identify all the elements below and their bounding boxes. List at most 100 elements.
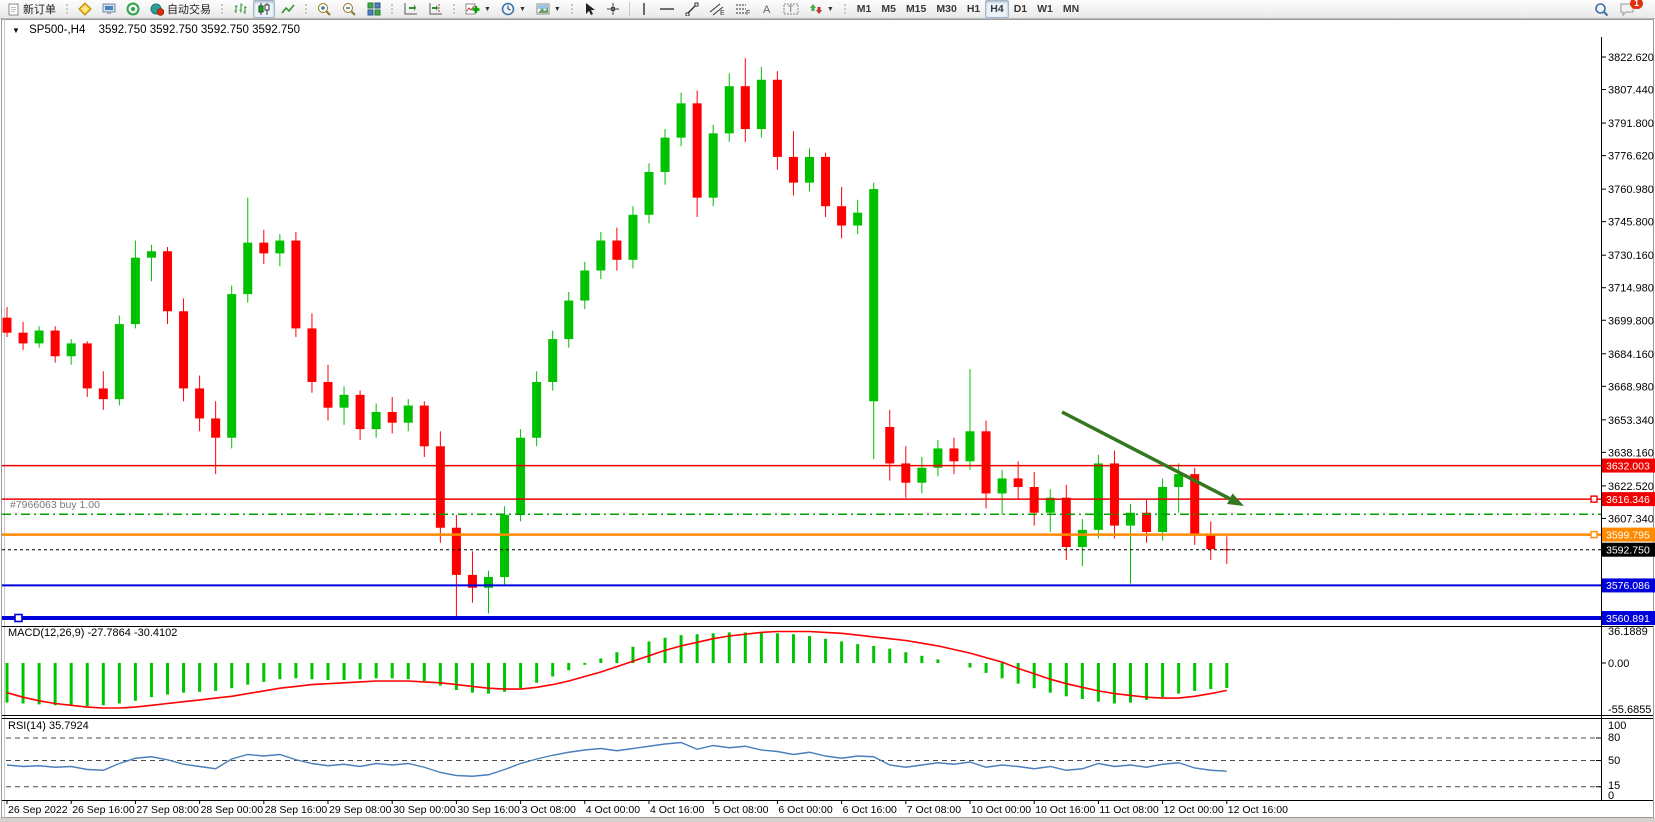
zoom-out-icon — [342, 2, 357, 16]
indicators-icon — [465, 2, 480, 16]
price-badge — [1602, 542, 1655, 557]
price-badge — [1602, 492, 1655, 507]
chart-menu-triangle-icon[interactable]: ▼ — [12, 26, 20, 35]
periods-button[interactable]: ▼ — [497, 0, 530, 18]
timeframe-M15[interactable]: M15 — [905, 3, 927, 15]
price-badge — [1602, 527, 1655, 542]
price-tick-label: 3822.620 — [1608, 52, 1654, 64]
timeframe-D1[interactable]: D1 — [1013, 3, 1028, 15]
bull-candle — [644, 171, 654, 215]
time-label: 28 Sep 00:00 — [201, 804, 264, 816]
bull-candle — [500, 514, 510, 578]
macd-indicator-label: MACD(12,26,9) -27.7864 -30.4102 — [8, 627, 178, 639]
indicators-button[interactable]: ▼ — [461, 0, 495, 18]
fibonacci-button[interactable]: F — [731, 0, 755, 18]
text-button[interactable]: A — [757, 0, 777, 18]
trendline-button[interactable] — [681, 0, 703, 18]
bear-candle — [467, 574, 477, 588]
zoom-out-button[interactable] — [338, 0, 361, 18]
timeframe-M30[interactable]: M30 — [936, 3, 957, 15]
auto-trading-icon — [150, 2, 164, 16]
price-tick-label: 3607.340 — [1608, 513, 1654, 525]
bull-candle — [869, 189, 879, 402]
resistance-line-2-handle[interactable] — [1590, 495, 1598, 503]
timeframe-M5[interactable]: M5 — [881, 3, 896, 15]
timeframe-M1[interactable]: M1 — [856, 3, 872, 15]
toolbar-handle — [390, 2, 394, 16]
price-tick-label: 3668.980 — [1608, 381, 1654, 393]
auto-scroll-button[interactable] — [399, 0, 422, 18]
search-icon — [1594, 2, 1609, 17]
text-label-icon: T — [783, 2, 799, 16]
time-label: 12 Oct 00:00 — [1164, 804, 1224, 816]
bear-candle — [1206, 534, 1216, 550]
price-axis[interactable]: 3632.003 3616.346 3599.795 3592.750 3576.086… — [1601, 37, 1655, 800]
price-badge-value: 3616.346 — [1606, 494, 1650, 506]
time-axis[interactable]: 26 Sep 2022 26 Sep 16:00 27 Sep 08:00 28 Se… — [6, 800, 1288, 816]
time-label: 6 Oct 16:00 — [843, 804, 897, 816]
templates-button[interactable]: ▼ — [532, 0, 565, 18]
chat-button[interactable]: 1 — [1615, 0, 1643, 18]
support-line-2-handle[interactable] — [14, 613, 23, 623]
toolbar-handle — [569, 2, 574, 16]
stop-line-handle[interactable] — [1590, 530, 1598, 539]
bull-candle — [243, 242, 253, 295]
candlestick-type-button[interactable] — [253, 0, 275, 18]
new-order-button[interactable]: 新订单 — [4, 0, 60, 18]
price-badge — [1602, 610, 1655, 625]
time-label: 5 Oct 08:00 — [714, 804, 768, 816]
trendline-icon — [685, 2, 699, 16]
line-chart-type-button[interactable] — [277, 0, 299, 18]
bear-candle — [612, 240, 622, 260]
shapes-button[interactable]: ▼ — [805, 0, 838, 18]
bull-candle — [1077, 529, 1087, 548]
bull-candle — [275, 240, 285, 254]
text-label-button[interactable]: T — [779, 0, 803, 18]
auto-trading-button[interactable]: 自动交易 — [146, 0, 215, 18]
timeframe-H1[interactable]: H1 — [966, 3, 981, 15]
horizontal-line-button[interactable] — [655, 0, 679, 18]
bull-candle — [130, 257, 140, 325]
chart-shift-button[interactable] — [424, 0, 447, 18]
bull-candle — [66, 343, 76, 357]
chart-header[interactable]: ▼ SP500-,H4 3592.750 3592.750 3592.750 3… — [12, 24, 300, 36]
tile-windows-button[interactable] — [363, 0, 385, 18]
bear-candle — [740, 86, 750, 130]
trend-arrow-head[interactable] — [1227, 493, 1244, 506]
timeframe-toolbar: M1 M5 M15 M30 H1 H4 D1 W1 MN — [852, 0, 1084, 18]
bear-candle — [323, 381, 333, 408]
equidistant-channel-button[interactable]: E — [705, 0, 729, 18]
macd-zero-label: 0.00 — [1608, 658, 1629, 670]
bull-candle — [114, 324, 124, 400]
timeframe-W1[interactable]: W1 — [1037, 3, 1053, 15]
timeframe-MN[interactable]: MN — [1062, 3, 1080, 15]
timeframe-H4[interactable]: H4 — [985, 0, 1009, 18]
rsi-scale-label: 80 — [1608, 732, 1620, 744]
market-watch-button[interactable] — [74, 0, 96, 18]
bar-chart-type-button[interactable] — [229, 0, 251, 18]
auto-scroll-icon — [403, 2, 418, 16]
cursor-button[interactable] — [579, 0, 600, 18]
tile-windows-icon — [367, 2, 381, 16]
time-label: 26 Sep 2022 — [8, 804, 68, 816]
terminal-button[interactable] — [98, 0, 120, 18]
crosshair-button[interactable] — [602, 0, 624, 18]
search-button[interactable] — [1590, 0, 1613, 18]
chart-symbol-period: SP500-,H4 — [29, 24, 86, 36]
trend-arrow-object[interactable] — [1061, 410, 1236, 503]
chevron-down-icon: ▼ — [826, 5, 834, 13]
price-lines — [2, 464, 1602, 623]
bull-candle — [805, 156, 814, 183]
fibonacci-icon: F — [735, 2, 751, 16]
candlestick-type-icon — [257, 2, 271, 16]
chevron-down-icon: ▼ — [553, 5, 561, 13]
vertical-line-button[interactable] — [635, 0, 653, 18]
zoom-in-icon — [317, 2, 332, 16]
time-label: 4 Oct 00:00 — [586, 804, 640, 816]
zoom-in-button[interactable] — [313, 0, 336, 18]
bull-candle — [756, 79, 766, 130]
bear-candle — [949, 448, 959, 462]
signals-button[interactable] — [122, 0, 144, 18]
horizontal-line-icon — [659, 2, 675, 16]
